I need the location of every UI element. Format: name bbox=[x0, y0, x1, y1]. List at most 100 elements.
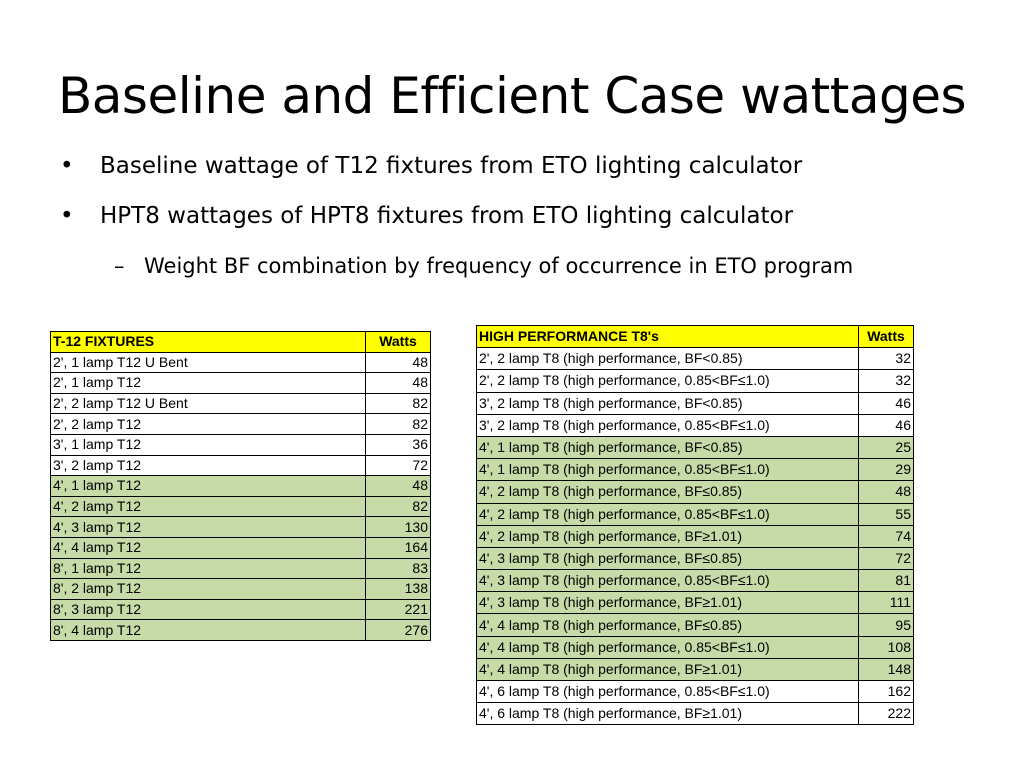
watts-cell: 83 bbox=[365, 557, 431, 580]
bullet-marker: • bbox=[60, 153, 74, 179]
fixture-cell: 4', 3 lamp T8 (high performance, BF≥1.01… bbox=[476, 591, 859, 615]
fixture-cell: 8', 4 lamp T12 bbox=[50, 619, 366, 641]
fixture-cell: 8', 3 lamp T12 bbox=[50, 598, 366, 621]
fixture-cell: 4', 1 lamp T8 (high performance, BF<0.85… bbox=[476, 435, 859, 460]
table-row: 4', 4 lamp T8 (high performance, 0.85<BF… bbox=[476, 635, 914, 659]
table-row: 4', 4 lamp T12 164 bbox=[50, 536, 431, 559]
fixture-cell: 4', 3 lamp T8 (high performance, BF≤0.85… bbox=[476, 546, 859, 571]
table-row: 2', 1 lamp T12 48 bbox=[50, 372, 431, 394]
table-row: 2', 1 lamp T12 U Bent 48 bbox=[50, 351, 431, 374]
watts-cell: 82 bbox=[365, 495, 431, 518]
watts-header: Watts bbox=[858, 324, 914, 349]
slide-title: Baseline and Efficient Case wattages bbox=[57, 67, 967, 125]
fixture-cell: 3', 2 lamp T8 (high performance, BF<0.85… bbox=[476, 391, 859, 415]
fixture-header: T-12 FIXTURES bbox=[50, 331, 366, 353]
bullet-list: • Baseline wattage of T12 fixtures from … bbox=[60, 148, 1000, 288]
watts-cell: 81 bbox=[858, 569, 914, 593]
watts-cell: 48 bbox=[365, 351, 431, 374]
watts-cell: 25 bbox=[858, 435, 914, 460]
table-row: 2', 2 lamp T12 U Bent 82 bbox=[50, 392, 431, 415]
fixture-cell: 2', 2 lamp T12 U Bent bbox=[50, 392, 366, 415]
fixture-cell: 3', 1 lamp T12 bbox=[50, 433, 366, 456]
watts-cell: 82 bbox=[365, 413, 431, 435]
table-row: 2', 2 lamp T8 (high performance, 0.85<BF… bbox=[476, 369, 914, 393]
table-row: 4', 1 lamp T8 (high performance, 0.85<BF… bbox=[476, 458, 914, 482]
table-header-row: HIGH PERFORMANCE T8's Watts bbox=[476, 324, 914, 349]
fixture-cell: 4', 1 lamp T8 (high performance, 0.85<BF… bbox=[476, 458, 859, 482]
watts-cell: 162 bbox=[858, 679, 914, 704]
watts-cell: 148 bbox=[858, 657, 914, 682]
table-row: 4', 3 lamp T8 (high performance, 0.85<BF… bbox=[476, 569, 914, 593]
fixture-cell: 2', 2 lamp T12 bbox=[50, 413, 366, 435]
fixture-cell: 2', 2 lamp T8 (high performance, 0.85<BF… bbox=[476, 369, 859, 393]
fixture-cell: 2', 2 lamp T8 (high performance, BF<0.85… bbox=[476, 347, 859, 371]
fixture-cell: 8', 2 lamp T12 bbox=[50, 578, 366, 600]
watts-cell: 48 bbox=[858, 480, 914, 504]
watts-cell: 72 bbox=[858, 546, 914, 571]
watts-cell: 82 bbox=[365, 392, 431, 415]
watts-cell: 221 bbox=[365, 598, 431, 621]
table-row: 4', 1 lamp T8 (high performance, BF<0.85… bbox=[476, 435, 914, 460]
fixture-cell: 3', 2 lamp T12 bbox=[50, 454, 366, 477]
table-row: 3', 2 lamp T8 (high performance, BF<0.85… bbox=[476, 391, 914, 415]
watts-cell: 130 bbox=[365, 516, 431, 538]
watts-cell: 32 bbox=[858, 347, 914, 371]
watts-header: Watts bbox=[365, 331, 431, 353]
table-row: 4', 3 lamp T8 (high performance, BF≤0.85… bbox=[476, 546, 914, 571]
watts-cell: 55 bbox=[858, 502, 914, 526]
fixture-cell: 4', 2 lamp T8 (high performance, 0.85<BF… bbox=[476, 502, 859, 526]
fixture-cell: 4', 4 lamp T8 (high performance, BF≥1.01… bbox=[476, 657, 859, 682]
fixture-cell: 3', 2 lamp T8 (high performance, 0.85<BF… bbox=[476, 413, 859, 437]
watts-cell: 74 bbox=[858, 524, 914, 548]
bullet-item: • HPT8 wattages of HPT8 fixtures from ET… bbox=[60, 198, 1000, 248]
table-row: 4', 2 lamp T8 (high performance, BF≤0.85… bbox=[476, 480, 914, 504]
fixture-cell: 4', 4 lamp T12 bbox=[50, 536, 366, 559]
t8-fixtures-table: HIGH PERFORMANCE T8's Watts 2', 2 lamp T8 … bbox=[476, 324, 914, 726]
fixture-cell: 4', 4 lamp T8 (high performance, 0.85<BF… bbox=[476, 635, 859, 659]
table-row: 4', 3 lamp T12 130 bbox=[50, 516, 431, 538]
watts-cell: 29 bbox=[858, 458, 914, 482]
watts-cell: 48 bbox=[365, 475, 431, 497]
fixture-cell: 2', 1 lamp T12 bbox=[50, 372, 366, 394]
table-row: 8', 4 lamp T12 276 bbox=[50, 619, 431, 641]
watts-cell: 36 bbox=[365, 433, 431, 456]
fixture-cell: 4', 2 lamp T8 (high performance, BF≥1.01… bbox=[476, 524, 859, 548]
bullet-text: Baseline wattage of T12 fixtures from ET… bbox=[100, 153, 803, 179]
fixture-header: HIGH PERFORMANCE T8's bbox=[476, 324, 859, 349]
fixture-cell: 4', 2 lamp T12 bbox=[50, 495, 366, 518]
watts-cell: 108 bbox=[858, 635, 914, 659]
table-row: 4', 2 lamp T8 (high performance, BF≥1.01… bbox=[476, 524, 914, 548]
watts-cell: 111 bbox=[858, 591, 914, 615]
fixture-cell: 4', 2 lamp T8 (high performance, BF≤0.85… bbox=[476, 480, 859, 504]
fixture-cell: 2', 1 lamp T12 U Bent bbox=[50, 351, 366, 374]
watts-cell: 32 bbox=[858, 369, 914, 393]
fixture-cell: 8', 1 lamp T12 bbox=[50, 557, 366, 580]
fixture-cell: 4', 3 lamp T8 (high performance, 0.85<BF… bbox=[476, 569, 859, 593]
watts-cell: 222 bbox=[858, 702, 914, 726]
table-row: 3', 2 lamp T8 (high performance, 0.85<BF… bbox=[476, 413, 914, 437]
watts-cell: 46 bbox=[858, 413, 914, 437]
table-row: 2', 2 lamp T8 (high performance, BF<0.85… bbox=[476, 347, 914, 371]
fixture-cell: 4', 3 lamp T12 bbox=[50, 516, 366, 538]
watts-cell: 138 bbox=[365, 578, 431, 600]
sub-bullet-item: – Weight BF combination by frequency of … bbox=[60, 248, 1000, 288]
table-row: 8', 3 lamp T12 221 bbox=[50, 598, 431, 621]
t12-fixtures-table: T-12 FIXTURES Watts 2', 1 lamp T12 U Bent 4… bbox=[50, 331, 431, 641]
watts-cell: 46 bbox=[858, 391, 914, 415]
fixture-cell: 4', 1 lamp T12 bbox=[50, 475, 366, 497]
table-row: 2', 2 lamp T12 82 bbox=[50, 413, 431, 435]
table-row: 4', 4 lamp T8 (high performance, BF≤0.85… bbox=[476, 613, 914, 637]
t8-table-body: HIGH PERFORMANCE T8's Watts 2', 2 lamp T8 … bbox=[476, 324, 914, 726]
table-row: 4', 2 lamp T8 (high performance, 0.85<BF… bbox=[476, 502, 914, 526]
table-header-row: T-12 FIXTURES Watts bbox=[50, 331, 431, 353]
table-row: 8', 1 lamp T12 83 bbox=[50, 557, 431, 580]
table-row: 3', 2 lamp T12 72 bbox=[50, 454, 431, 477]
table-row: 4', 1 lamp T12 48 bbox=[50, 475, 431, 497]
table-row: 4', 3 lamp T8 (high performance, BF≥1.01… bbox=[476, 591, 914, 615]
fixture-cell: 4', 4 lamp T8 (high performance, BF≤0.85… bbox=[476, 613, 859, 637]
sub-bullet-marker: – bbox=[114, 254, 125, 278]
watts-cell: 72 bbox=[365, 454, 431, 477]
bullet-text: HPT8 wattages of HPT8 fixtures from ETO … bbox=[100, 203, 794, 229]
table-row: 4', 6 lamp T8 (high performance, 0.85<BF… bbox=[476, 679, 914, 704]
watts-cell: 164 bbox=[365, 536, 431, 559]
